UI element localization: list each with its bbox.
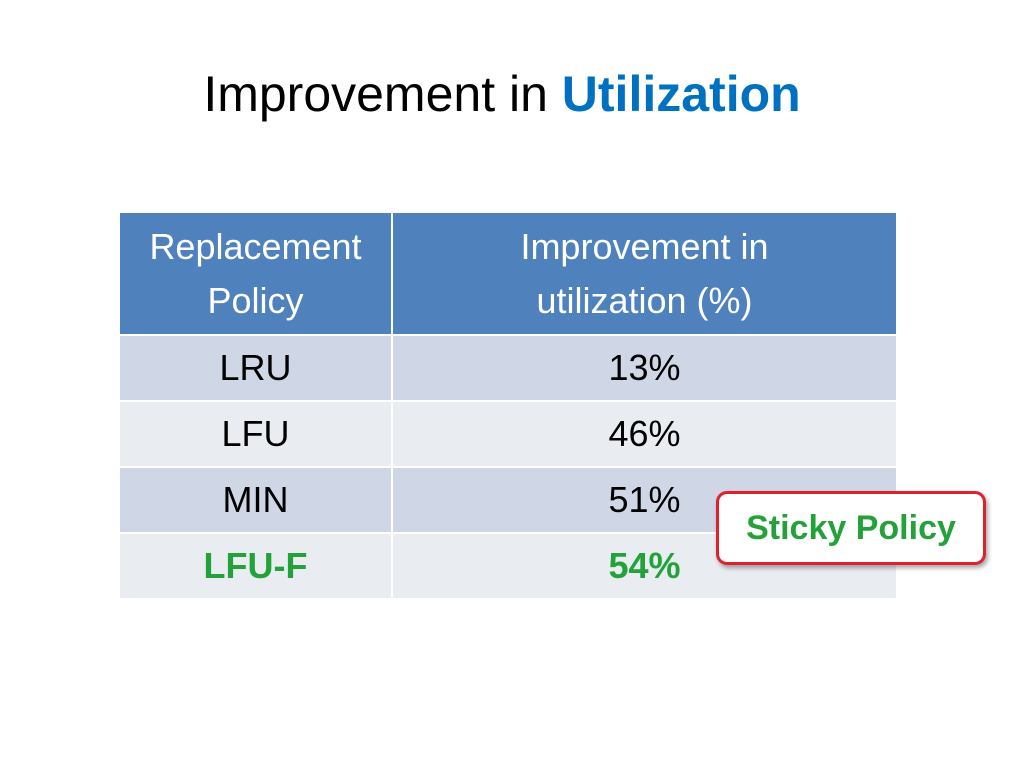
header-policy-line2: Policy — [207, 279, 304, 321]
header-policy-line1: Replacement — [149, 225, 362, 267]
table-row-lfu: LFU 46% — [120, 400, 896, 467]
improvement-cell: 13% — [392, 334, 896, 401]
policy-cell-highlighted: LFU-F — [120, 532, 393, 598]
header-improvement: Improvement in utilization (%) — [392, 213, 896, 335]
title-highlight-text: Utilization — [561, 66, 801, 122]
callout-label: Sticky Policy — [746, 508, 956, 547]
table-header-row: Replacement Policy Improvement in utiliz… — [120, 213, 896, 335]
improvement-cell: 46% — [392, 400, 896, 467]
policy-cell: LFU — [120, 400, 393, 467]
policy-cell: LRU — [120, 334, 393, 401]
slide-title: Improvement in Utilization — [0, 62, 1004, 126]
utilization-table: Replacement Policy Improvement in utiliz… — [120, 213, 896, 598]
table-row-min: MIN 51% — [120, 466, 896, 533]
title-main-text: Improvement in — [203, 66, 562, 122]
table-row-lru: LRU 13% — [120, 334, 896, 401]
sticky-policy-callout: Sticky Policy — [716, 491, 986, 565]
header-improvement-line1: Improvement in — [520, 225, 769, 267]
header-replacement-policy: Replacement Policy — [120, 213, 393, 335]
header-improvement-line2: utilization (%) — [536, 279, 753, 321]
policy-cell: MIN — [120, 466, 393, 533]
